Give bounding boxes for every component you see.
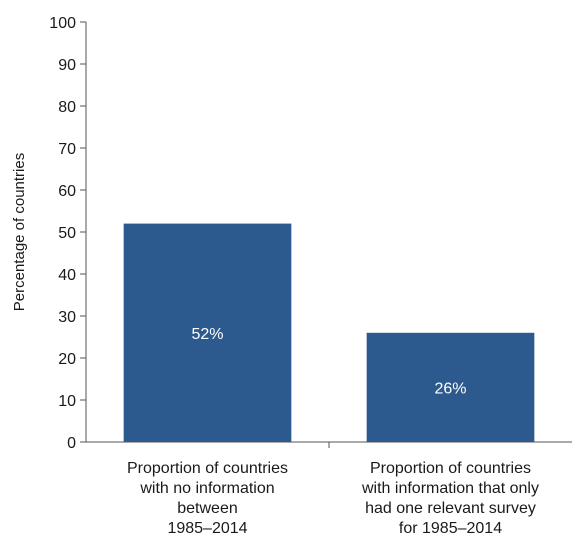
y-tick-label: 90 bbox=[58, 57, 76, 74]
y-tick-label: 60 bbox=[58, 183, 76, 200]
y-tick-label: 70 bbox=[58, 141, 76, 158]
y-axis: 0 10 20 30 40 50 60 70 80 90 100 bbox=[49, 15, 87, 452]
y-axis-title: Percentage of countries bbox=[11, 153, 28, 311]
y-tick-label: 10 bbox=[58, 393, 76, 410]
category-label: Proportion of countries with information … bbox=[361, 460, 539, 537]
y-tick-label: 20 bbox=[58, 351, 76, 368]
x-axis bbox=[86, 441, 572, 448]
y-tick-label: 50 bbox=[58, 225, 76, 242]
data-label: 52% bbox=[191, 326, 223, 343]
category-label: Proportion of countries with no informati… bbox=[127, 460, 288, 537]
y-tick-label: 30 bbox=[58, 309, 76, 326]
data-labels: 52% 26% bbox=[191, 326, 466, 398]
y-tick-label: 100 bbox=[49, 15, 76, 32]
data-label: 26% bbox=[434, 380, 466, 397]
bars bbox=[123, 223, 535, 442]
y-tick-label: 40 bbox=[58, 267, 76, 284]
y-tick-label: 0 bbox=[67, 435, 76, 452]
bar bbox=[123, 223, 292, 442]
category-labels: Proportion of countries with no informati… bbox=[127, 460, 539, 537]
y-tick-label: 80 bbox=[58, 99, 76, 116]
bar bbox=[366, 332, 535, 442]
